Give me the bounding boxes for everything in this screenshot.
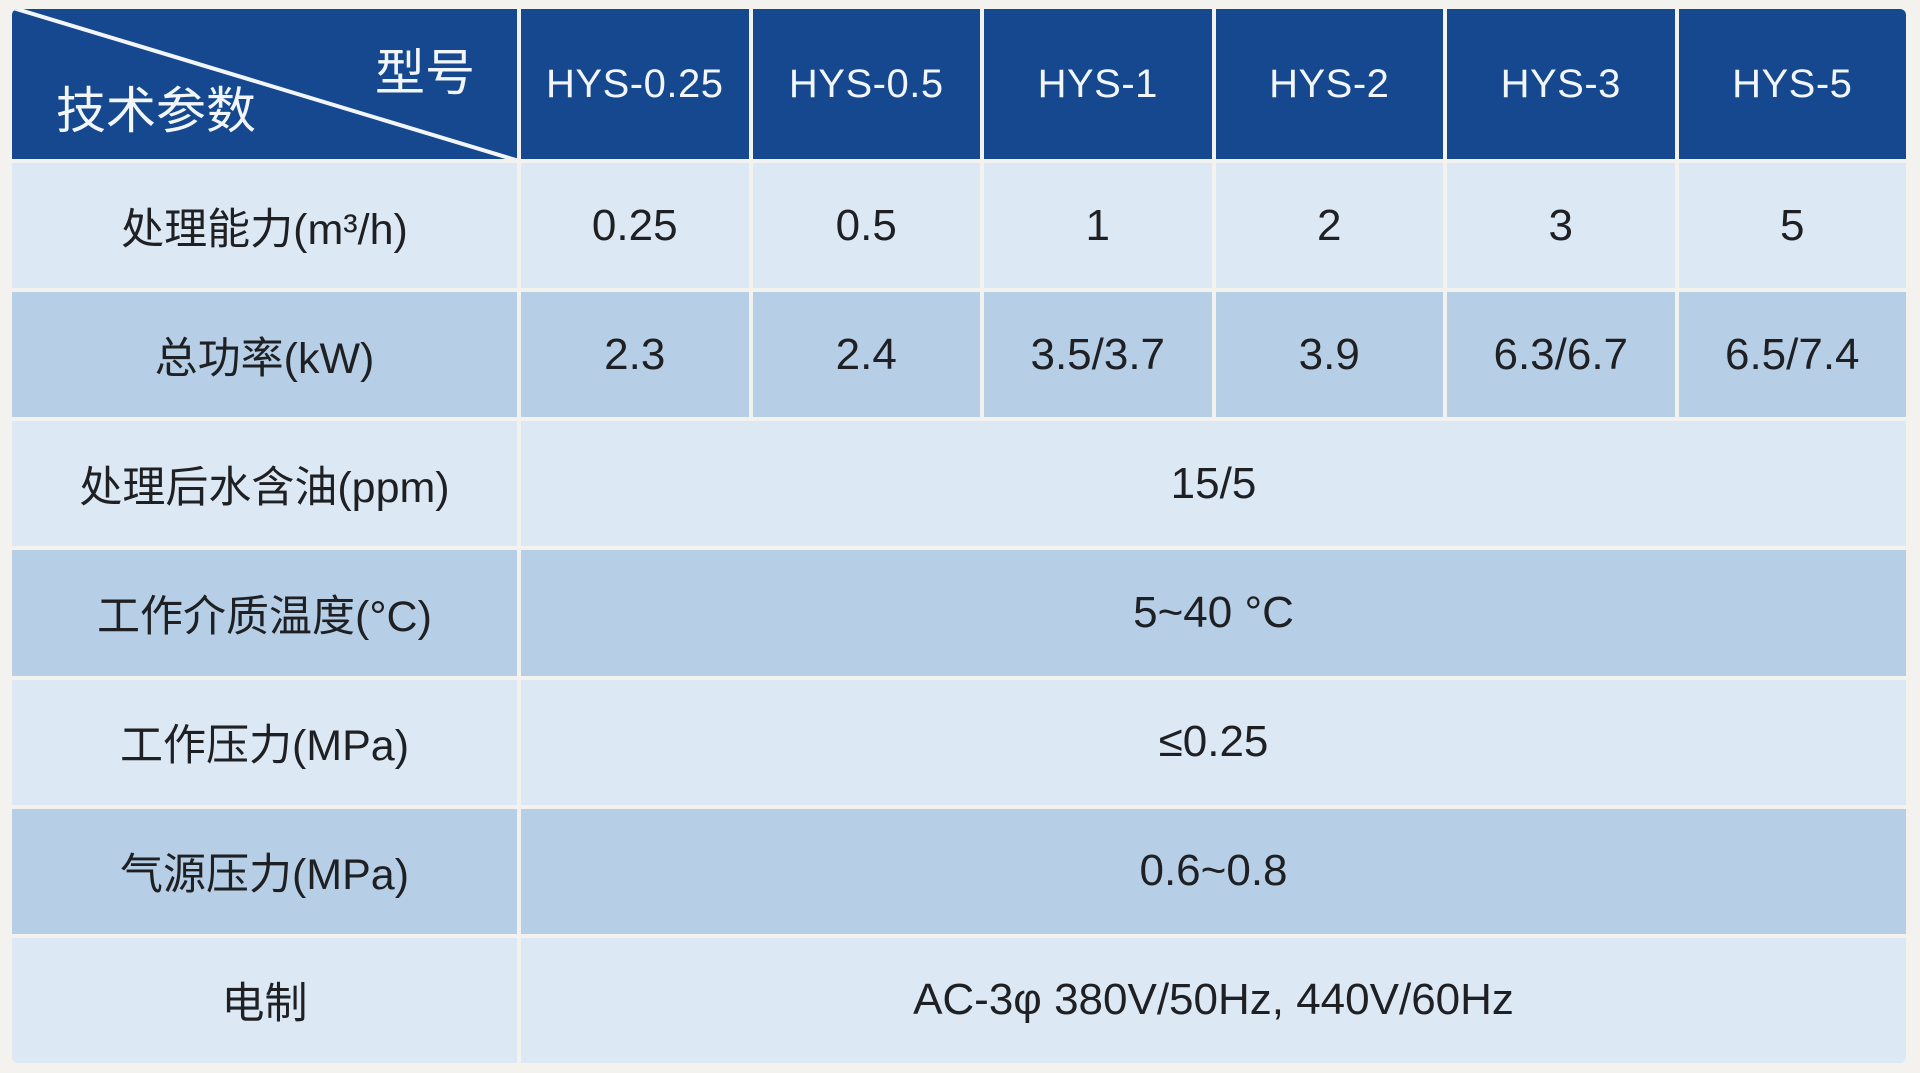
cell-outlet-oil-content-value: 15/5 — [521, 421, 1906, 547]
cell-capacity-hys-3: 3 — [1447, 163, 1675, 289]
diagonal-divider-line — [12, 9, 517, 159]
row-label-outlet-oil-content: 处理后水含油(ppm) — [12, 421, 517, 547]
row-label-working-pressure: 工作压力(MPa) — [12, 679, 517, 805]
column-header-hys-0-25: HYS-0.25 — [521, 9, 749, 159]
cell-power-hys-0-5: 2.4 — [752, 292, 980, 418]
row-label-air-supply-pressure: 气源压力(MPa) — [12, 808, 517, 934]
cell-power-hys-1: 3.5/3.7 — [984, 292, 1212, 418]
row-label-total-power: 总功率(kW) — [12, 292, 517, 418]
cell-capacity-hys-5: 5 — [1678, 163, 1906, 289]
cell-power-hys-3: 6.3/6.7 — [1447, 292, 1675, 418]
row-label-electrical-system: 电制 — [12, 937, 517, 1063]
cell-power-hys-0-25: 2.3 — [521, 292, 749, 418]
column-header-hys-2: HYS-2 — [1215, 9, 1443, 159]
cell-power-hys-5: 6.5/7.4 — [1678, 292, 1906, 418]
cell-electrical-system-value: AC-3φ 380V/50Hz, 440V/60Hz — [521, 937, 1906, 1063]
row-label-working-medium-temperature: 工作介质温度(°C) — [12, 550, 517, 676]
cell-capacity-hys-0-5: 0.5 — [752, 163, 980, 289]
cell-working-medium-temperature-value: 5~40 °C — [521, 550, 1906, 676]
cell-power-hys-2: 3.9 — [1215, 292, 1443, 418]
cell-working-pressure-value: ≤0.25 — [521, 679, 1906, 805]
row-label-capacity: 处理能力(m³/h) — [12, 163, 517, 289]
corner-params-label: 技术参数 — [56, 83, 256, 139]
column-header-hys-5: HYS-5 — [1678, 9, 1906, 159]
corner-cell: 型号 技术参数 — [12, 9, 517, 159]
corner-model-label: 型号 — [375, 45, 475, 101]
cell-capacity-hys-0-25: 0.25 — [521, 163, 749, 289]
cell-capacity-hys-2: 2 — [1215, 163, 1443, 289]
column-header-hys-3: HYS-3 — [1447, 9, 1675, 159]
column-header-hys-1: HYS-1 — [984, 9, 1212, 159]
cell-capacity-hys-1: 1 — [984, 163, 1212, 289]
column-header-hys-0-5: HYS-0.5 — [752, 9, 980, 159]
cell-air-supply-pressure-value: 0.6~0.8 — [521, 808, 1906, 934]
spec-table: 型号 技术参数 HYS-0.25 HYS-0.5 HYS-1 HYS-2 HYS… — [12, 9, 1906, 1063]
